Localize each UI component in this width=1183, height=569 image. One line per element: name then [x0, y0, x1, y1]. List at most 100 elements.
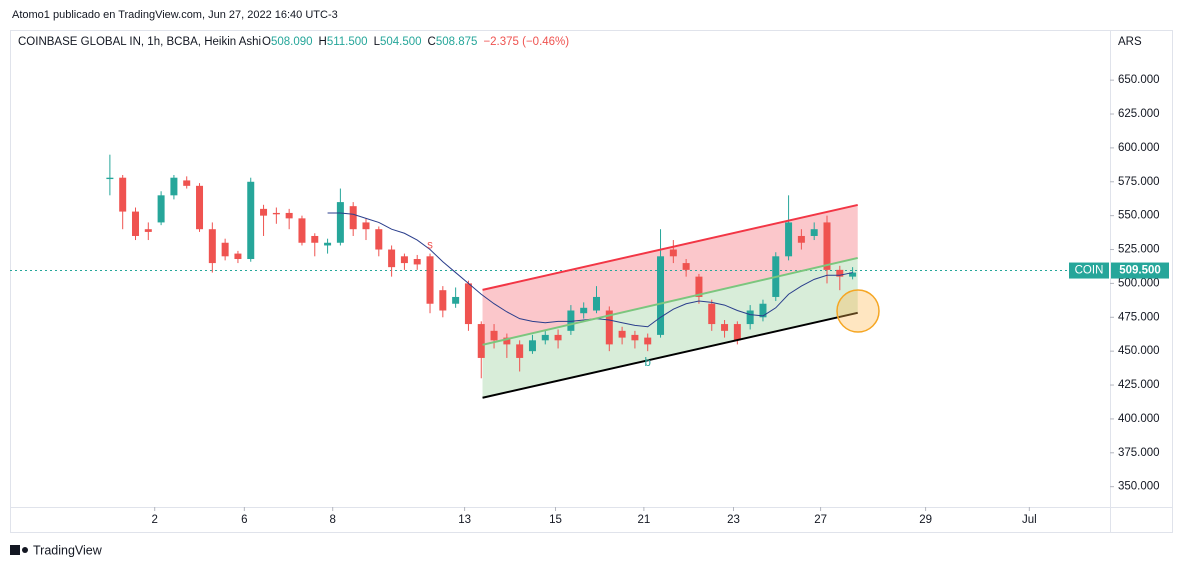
x-tick-label: Jul	[1022, 514, 1037, 526]
candle-body	[388, 249, 396, 268]
candle-body	[144, 229, 152, 232]
candle-body	[490, 330, 498, 341]
candle-body	[336, 202, 344, 243]
candle-body	[554, 334, 562, 341]
price-name: COIN	[1075, 265, 1104, 277]
candle-body	[528, 340, 536, 352]
x-tick-label: 29	[919, 514, 932, 526]
candle-body	[285, 212, 293, 219]
x-tick-label: 23	[727, 514, 740, 526]
candle-body	[362, 222, 370, 230]
currency: ARS	[1118, 36, 1142, 48]
logo	[10, 545, 28, 555]
candle-body	[580, 307, 588, 314]
plot: sb	[10, 154, 1110, 399]
candle-body	[131, 211, 139, 236]
candle-body	[836, 269, 844, 277]
candle-body	[324, 242, 332, 246]
ohlc-legend: O508.090 H511.500 L504.500 C508.875 −2.375 (…	[262, 36, 569, 48]
x-tick-label: 21	[637, 514, 650, 526]
candle-body	[849, 272, 857, 277]
candle-body	[541, 334, 549, 341]
price-tag	[1069, 262, 1109, 279]
y-tick-label: 375.000	[1118, 447, 1160, 459]
candle-body	[400, 256, 408, 264]
candle-body	[810, 229, 818, 236]
footer: TradingView	[33, 543, 103, 557]
channel-fill-upper	[482, 204, 858, 345]
x-tick-label: 13	[458, 514, 471, 526]
candle-body	[708, 303, 716, 325]
x-tick-label: 8	[329, 514, 335, 526]
candle-body	[260, 208, 268, 216]
y-tick-label: 525.000	[1118, 244, 1160, 256]
candle-body	[631, 334, 639, 341]
candle-body	[272, 212, 280, 215]
y-tick-label: 575.000	[1118, 176, 1160, 188]
candle-body	[797, 235, 805, 243]
signal-label: s	[427, 240, 433, 252]
candle-body	[298, 218, 306, 243]
candle-body	[349, 206, 357, 230]
candle-body	[439, 290, 447, 311]
candle-body	[477, 324, 485, 358]
y-tick-label: 425.000	[1118, 379, 1160, 391]
x-tick-label: 15	[549, 514, 562, 526]
candle-body	[119, 177, 127, 212]
price-tag	[1111, 262, 1169, 279]
candle-body	[605, 310, 613, 345]
candle-body	[170, 177, 178, 196]
candle-body	[695, 276, 703, 297]
highlight-circle	[836, 289, 880, 333]
candle-body	[375, 229, 383, 250]
candle-body	[221, 242, 229, 257]
y-tick-label: 500.000	[1118, 277, 1160, 289]
symbol: COINBASE GLOBAL IN, 1h, BCBA, Heikin Ash…	[18, 36, 261, 48]
y-tick-label: 450.000	[1118, 345, 1160, 357]
candle-body	[721, 324, 729, 331]
candle-body	[247, 181, 255, 260]
candle-body	[413, 259, 421, 265]
channel-line	[482, 256, 858, 346]
candle-body	[234, 253, 242, 260]
candle-body	[592, 296, 600, 311]
candle-body	[183, 180, 191, 186]
candle-body	[516, 344, 524, 358]
candle-body	[311, 235, 319, 243]
candle-body	[567, 310, 575, 331]
y-tick-label: 350.000	[1118, 481, 1160, 493]
candle-body	[746, 310, 754, 325]
candle-body	[503, 337, 511, 345]
candle-body	[426, 256, 434, 304]
candle-body	[785, 222, 793, 257]
candle-body	[733, 324, 741, 341]
candle-body	[669, 249, 677, 257]
candle-body	[823, 222, 831, 270]
y-tick-label: 475.000	[1118, 311, 1160, 323]
y-tick-label: 600.000	[1118, 142, 1160, 154]
y-tick-label: 650.000	[1118, 74, 1160, 86]
frame	[10, 30, 1173, 533]
candle-body	[464, 283, 472, 325]
candle-body	[106, 177, 114, 180]
candle-body	[157, 195, 165, 223]
candle-body	[682, 263, 690, 270]
candle-body	[644, 337, 652, 345]
price-label: 509.500	[1119, 265, 1161, 277]
channel-line	[482, 203, 858, 291]
candle-body	[618, 330, 626, 338]
candle-body	[208, 229, 216, 264]
channel-line	[482, 311, 858, 399]
candle-body	[759, 303, 767, 318]
candle-body	[196, 185, 204, 230]
x-tick-label: 2	[152, 514, 158, 526]
x-tick-label: 6	[241, 514, 247, 526]
candle-body	[657, 256, 665, 335]
y-tick-label: 625.000	[1118, 108, 1160, 120]
y-tick-label: 550.000	[1118, 210, 1160, 222]
channel-fill-lower	[482, 257, 858, 398]
y-tick-label: 400.000	[1118, 413, 1160, 425]
signal-label: b	[645, 357, 651, 369]
